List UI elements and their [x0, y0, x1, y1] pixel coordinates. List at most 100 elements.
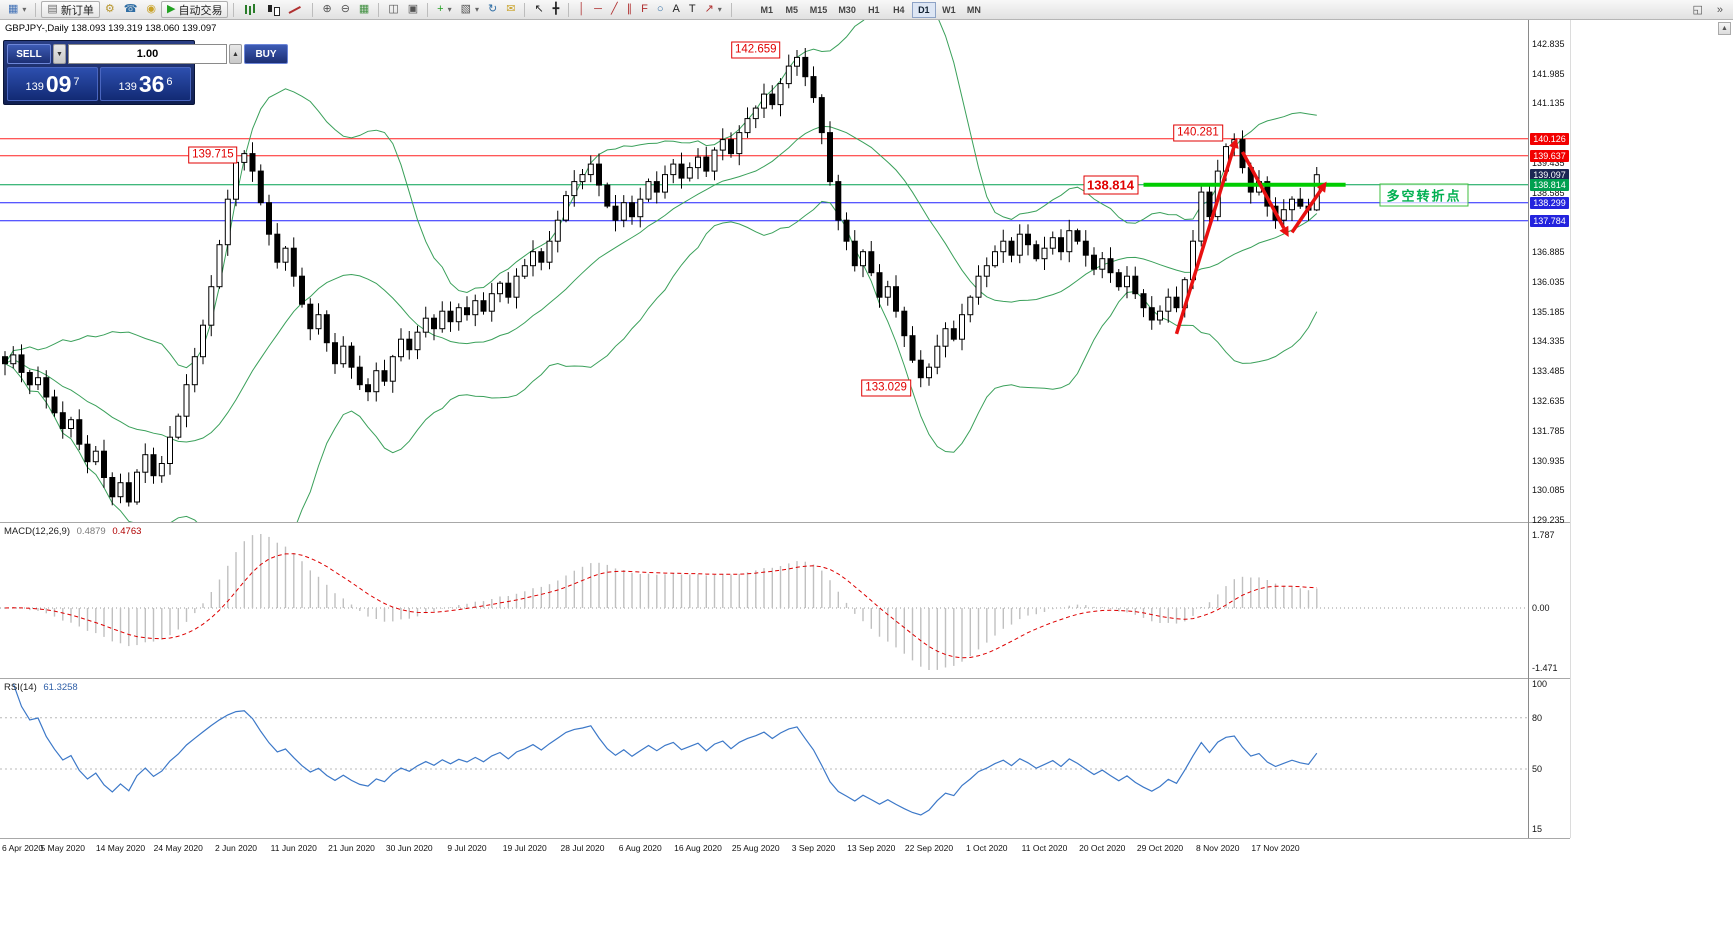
new-chart-icon[interactable]: ▦ ▾ — [4, 1, 30, 18]
autotrading-button: ▶ — [167, 3, 176, 15]
date-label: 13 Sep 2020 — [847, 843, 896, 853]
add-indicator-icon[interactable]: + ▾ — [433, 1, 455, 18]
crosshair-icon: ╋ — [552, 3, 560, 15]
refresh-icon: ↻ — [488, 3, 498, 15]
horizontal-line-icon[interactable]: ─ — [590, 1, 606, 18]
macd-panel[interactable] — [0, 523, 1528, 678]
candlestick-chart-icon[interactable] — [262, 1, 284, 18]
price-tick-label: 135.185 — [1532, 306, 1565, 317]
date-label: 6 Apr 2020 — [2, 843, 44, 853]
date-label: 28 Jul 2020 — [560, 843, 605, 853]
timeframe-h1[interactable]: H1 — [862, 2, 886, 18]
price-tick-label: 134.335 — [1532, 336, 1565, 347]
arrows-icon[interactable]: ↗ ▾ — [701, 1, 726, 18]
price-axis: 142.835 141.985 141.135 139.435 138.585 136.8… — [1529, 20, 1570, 838]
macd-title: MACD(12,26,9) — [4, 526, 70, 537]
date-label: 30 Jun 2020 — [385, 843, 433, 853]
trendline-icon[interactable]: ╱ — [607, 1, 622, 18]
vertical-line-icon[interactable]: │ — [574, 1, 589, 18]
price-badge-green: 138.814 — [1530, 178, 1569, 191]
panel-splitter[interactable] — [0, 838, 1570, 839]
tile-windows-icon[interactable]: ◫ — [384, 1, 402, 18]
toolbar: ▦ ▾ ▤ 新订单 ⚙ ☎ ◉ ▶ 自动交易 ⊕ ⊖ ▦ ◫ ▣ + ▾ ▧ ▾ ↻ ✉ ↖ ╋ │ ─ ╱ ∥ F ○ A T ↗ ▾ M1 M… — [0, 0, 1733, 20]
templates-icon: ▧ — [460, 3, 471, 15]
mail-icon[interactable]: ✉ — [502, 1, 519, 18]
toolbar-separator — [378, 2, 380, 17]
metaquotes-id-icon: ☎ — [123, 3, 138, 15]
community-icon[interactable]: ◉ — [142, 1, 160, 18]
zoom-in-icon[interactable]: ⊕ — [318, 1, 335, 18]
grid-icon: ▦ — [358, 3, 370, 15]
date-label: 14 May 2020 — [95, 843, 146, 853]
price-tick-label: 142.835 — [1532, 38, 1565, 49]
refresh-icon[interactable]: ↻ — [484, 1, 501, 18]
autotrading-button[interactable]: ▶ 自动交易 — [161, 1, 229, 18]
shapes-icon[interactable]: ○ — [653, 1, 668, 18]
templates-icon[interactable]: ▧ ▾ — [457, 1, 483, 18]
zoom-out-icon[interactable]: ⊖ — [337, 1, 354, 18]
timeframe-d1[interactable]: D1 — [911, 1, 936, 18]
scroll-up-arrow[interactable]: ▲ — [1718, 22, 1731, 35]
candles — [2, 48, 1320, 507]
buy-price-button[interactable]: 139 36 6 — [100, 67, 191, 101]
date-label: 16 Aug 2020 — [674, 843, 722, 853]
buy-price-sup: 6 — [166, 76, 173, 88]
expert-advisors-icon[interactable]: ⚙ — [101, 1, 119, 18]
grid-icon[interactable]: ▦ — [355, 1, 373, 18]
sell-button[interactable]: SELL — [7, 44, 51, 64]
dropdown-caret-icon: ▾ — [447, 5, 452, 14]
macd-scale-label: 0.00 — [1532, 603, 1550, 613]
date-label: 5 May 2020 — [40, 843, 85, 853]
docking-icon[interactable]: ◱ — [1688, 2, 1706, 19]
panel-splitter[interactable] — [0, 678, 1570, 679]
price-tick-label: 133.485 — [1532, 366, 1565, 377]
price-chart[interactable] — [0, 20, 1528, 522]
overflow-icon[interactable]: » — [1713, 2, 1727, 19]
macd-histogram — [12, 534, 1318, 670]
new-order-button[interactable]: ▤ 新订单 — [41, 1, 100, 18]
cursor-icon[interactable]: ↖ — [530, 1, 547, 18]
timeframe-m1[interactable]: M1 — [755, 2, 779, 18]
price-tick-label: 132.635 — [1532, 395, 1565, 406]
sell-price-big: 09 — [45, 71, 72, 97]
timeframe-mn[interactable]: MN — [962, 2, 986, 18]
cascade-windows-icon: ▣ — [407, 3, 419, 15]
label-icon[interactable]: T — [685, 1, 700, 18]
rsi-title: RSI(14) — [4, 682, 37, 693]
buy-price-big: 36 — [138, 71, 165, 97]
metaquotes-id-icon[interactable]: ☎ — [120, 1, 142, 18]
volume-down-stepper[interactable]: ▼ — [53, 44, 66, 64]
date-label: 6 Aug 2020 — [618, 843, 662, 853]
timeframe-m5[interactable]: M5 — [780, 2, 804, 18]
buy-button[interactable]: BUY — [244, 44, 288, 64]
channel-icon: ∥ — [626, 3, 633, 15]
price-badge-blue: 138.299 — [1530, 196, 1569, 209]
cascade-windows-icon[interactable]: ▣ — [404, 1, 422, 18]
date-label: 19 Jul 2020 — [502, 843, 547, 853]
date-label: 29 Oct 2020 — [1136, 843, 1184, 853]
date-label: 20 Oct 2020 — [1079, 843, 1126, 853]
rsi-panel[interactable] — [0, 679, 1528, 837]
timeframe-h4[interactable]: H4 — [887, 2, 911, 18]
rsi-scale-label: 50 — [1532, 764, 1543, 774]
line-chart-icon[interactable] — [285, 1, 307, 18]
timeframe-w1[interactable]: W1 — [937, 2, 961, 18]
toolbar-right-group: ◱» — [1688, 2, 1727, 19]
channel-icon[interactable]: ∥ — [623, 1, 637, 18]
time-axis: 6 Apr 2020 5 May 2020 14 May 2020 24 May 20… — [0, 841, 1528, 857]
crosshair-icon[interactable]: ╋ — [549, 1, 564, 18]
toolbar-separator — [730, 2, 732, 17]
toolbar-separator — [312, 2, 314, 17]
timeframe-m30[interactable]: M30 — [833, 2, 861, 18]
sell-price-button[interactable]: 139 09 7 — [7, 67, 98, 101]
mail-icon: ✉ — [506, 3, 516, 15]
volume-up-stepper[interactable]: ▲ — [229, 44, 242, 64]
text-icon[interactable]: A — [668, 1, 683, 18]
panel-splitter[interactable] — [0, 522, 1570, 523]
timeframe-m15[interactable]: M15 — [805, 2, 833, 18]
volume-input[interactable] — [68, 44, 227, 64]
price-badge-blue: 137.784 — [1530, 214, 1569, 227]
fibonacci-icon[interactable]: F — [637, 1, 652, 18]
bar-chart-icon[interactable] — [239, 1, 261, 18]
